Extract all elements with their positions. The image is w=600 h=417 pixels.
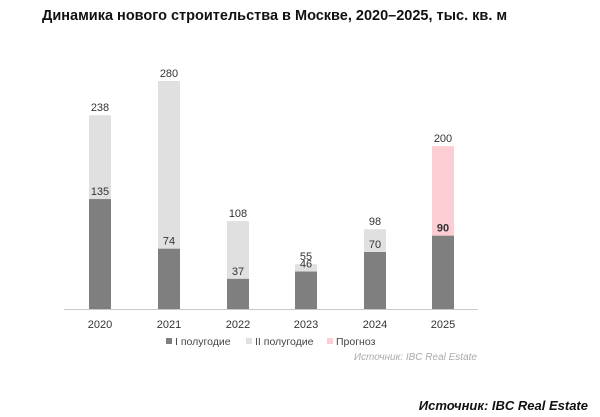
legend-swatch-3 [327,338,333,344]
bar-h1-2021 [158,248,180,309]
x-tick-label-2021: 2021 [157,319,181,331]
data-label-h1-2023: 46 [300,259,312,271]
x-tick-label-2023: 2023 [294,319,318,331]
legend-swatch-2 [246,338,252,344]
legend-swatch-1 [166,338,172,344]
data-label-h2-2024: 98 [369,216,381,228]
data-label-h2-2023: 55 [300,251,312,263]
legend-label-3: Прогноз [336,336,376,348]
footer-source-note: Источник: IBC Real Estate [418,398,588,413]
chart-title: Динамика нового строительства в Москве, … [42,8,508,24]
bar-h1-2023 [295,271,317,309]
bar-h1-2020 [89,199,111,309]
bar-h1-2025 [432,235,454,309]
data-label-forecast-2025: 200 [434,133,452,145]
data-label-h2-2022: 108 [229,208,247,220]
bar-h1-2022 [227,278,249,309]
x-tick-label-2025: 2025 [431,319,455,331]
x-tick-label-2022: 2022 [226,319,250,331]
data-label-h1-2024: 70 [369,239,381,251]
legend-label-2: II полугодие [255,336,314,348]
data-label-h1-2021: 74 [163,236,175,248]
legend-label-1: I полугодие [175,336,231,348]
data-label-h1-2022: 37 [232,266,244,278]
x-tick-label-2024: 2024 [363,319,387,331]
data-label-h1-2025: 90 [437,223,449,235]
data-label-h2-2020: 238 [91,102,109,114]
chart-source-note: Источник: IBC Real Estate [354,352,478,363]
data-label-h2-2021: 280 [160,68,178,80]
x-tick-label-2020: 2020 [88,319,112,331]
bar-h1-2024 [364,252,386,309]
data-label-h1-2020: 135 [91,186,109,198]
